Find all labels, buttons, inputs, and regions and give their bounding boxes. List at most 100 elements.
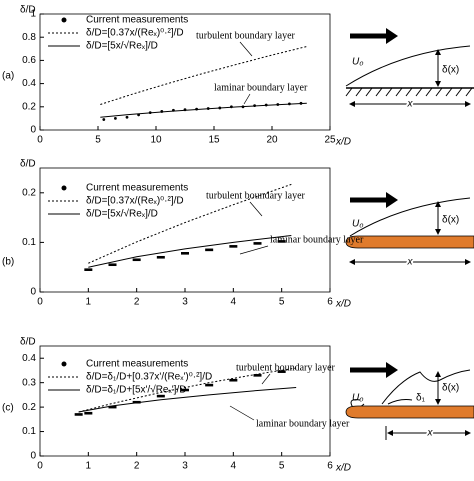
u-label: U₀	[352, 393, 363, 404]
legend-label: Current measurements	[86, 359, 188, 370]
delta1-line	[387, 399, 413, 405]
x-tick-label: 6	[327, 297, 333, 308]
boundary-curve	[381, 369, 471, 405]
legend-label: Current measurements	[86, 183, 188, 194]
y-tick-label: 0	[30, 125, 36, 136]
x-tick-label: 3	[182, 461, 188, 472]
annotation-leader	[239, 245, 269, 255]
measurement-point	[253, 374, 262, 377]
measurement-point	[132, 400, 141, 404]
x-tick-label: 4	[231, 461, 237, 472]
annotation-leader	[261, 373, 271, 385]
x-tick-label: 0	[37, 135, 43, 146]
y-tick-label: 1	[30, 9, 36, 20]
x-tick-label: 15	[208, 135, 220, 146]
annotation: laminar boundary layer	[256, 418, 350, 429]
annotation: turbulent boundary layer	[206, 190, 306, 201]
annotation-leader	[249, 201, 263, 217]
legend-label: δ/D=[0.37x/(Reₓ)⁰·²]/D	[86, 196, 184, 207]
x-tick-label: 25	[324, 135, 336, 146]
annotation-leader	[243, 93, 251, 105]
annotation: turbulent boundary layer	[196, 30, 296, 41]
legend-label: δ/D=[5x/√Reₓ]/D	[86, 208, 158, 220]
delta1-label: δ₁	[416, 393, 426, 404]
model-line	[78, 367, 297, 413]
annotation: turbulent boundary layer	[236, 362, 336, 373]
y-tick-label: 0.2	[22, 187, 36, 198]
measurement-point	[229, 378, 238, 382]
x-tick-label: 6	[327, 461, 333, 472]
x-tick-label: 3	[182, 297, 188, 308]
measurement-point	[156, 255, 165, 259]
measurement-point	[125, 115, 129, 119]
delta-label: δ(x)	[442, 65, 459, 76]
model-line	[78, 387, 297, 413]
y-tick-label: 0	[30, 287, 36, 298]
x-axis-label: x/D	[335, 137, 351, 148]
plate	[345, 235, 474, 249]
x-label: x	[407, 99, 414, 110]
x-tick-label: 1	[86, 297, 92, 308]
model-line	[100, 45, 307, 105]
plot-frame	[39, 13, 331, 131]
y-tick-label: 0.8	[22, 32, 36, 43]
diagram-a: U₀ δ(x) x	[345, 28, 474, 112]
measurement-point	[108, 263, 117, 267]
measurement-point	[277, 240, 286, 243]
x-tick-label: 1	[86, 461, 92, 472]
measurement-point	[108, 405, 117, 409]
x-tick-label: 2	[134, 461, 140, 472]
measurement-point	[74, 413, 83, 416]
annotation: laminar boundary layer	[214, 82, 308, 93]
u-label: U₀	[352, 219, 363, 230]
x-label: x	[427, 428, 434, 439]
legend-marker	[61, 361, 67, 367]
x-tick-label: 0	[37, 461, 43, 472]
y-tick-label: 0.3	[22, 377, 36, 388]
x-tick-label: 5	[279, 461, 285, 472]
measurement-point	[84, 411, 93, 415]
y-tick-label: 0	[30, 451, 36, 462]
measurement-point	[114, 117, 117, 120]
y-tick-label: 0.6	[22, 55, 36, 66]
x-axis-label: x/D	[335, 299, 351, 310]
flow-arrow-head	[386, 28, 398, 44]
delta-label: δ(x)	[442, 383, 459, 394]
measurement-point	[156, 394, 165, 398]
x-tick-label: 20	[266, 135, 278, 146]
measurement-point	[253, 242, 262, 245]
measurement-point	[229, 245, 238, 248]
x-tick-label: 4	[231, 297, 237, 308]
measurement-point	[132, 258, 141, 262]
legend-marker	[61, 17, 67, 23]
annotation-leader	[239, 41, 253, 57]
delta-label: δ(x)	[442, 215, 459, 226]
measurement-point	[84, 268, 93, 271]
measurement-point	[277, 370, 286, 373]
x-tick-label: 0	[37, 297, 43, 308]
boundary-curve	[349, 197, 471, 237]
annotation-leader	[229, 405, 255, 421]
x-tick-label: 5	[279, 297, 285, 308]
panel-label: (b)	[2, 257, 14, 268]
diagram-c: U₀ δ(x) δ₁ x	[345, 362, 474, 441]
legend-marker	[61, 185, 67, 191]
measurement-point	[181, 252, 189, 255]
model-line	[88, 234, 292, 268]
legend-label: δ/D=[0.37x/(Reₓ)⁰·²]/D	[86, 28, 184, 39]
y-tick-label: 0.1	[22, 426, 36, 437]
y-tick-label: 0.2	[22, 402, 36, 413]
measurement-point	[181, 388, 189, 392]
measurement-point	[205, 248, 214, 252]
u-label: U₀	[352, 57, 363, 68]
boundary-curve	[345, 45, 471, 87]
x-label: x	[407, 257, 414, 268]
model-line	[88, 183, 292, 264]
x-axis-label: x/D	[335, 463, 351, 474]
x-tick-label: 2	[134, 297, 140, 308]
y-axis-label: δ/D	[20, 337, 36, 348]
y-tick-label: 0.2	[22, 101, 36, 112]
flow-arrow-head	[386, 362, 398, 378]
measurement-point	[205, 383, 214, 387]
flow-arrow-head	[386, 192, 398, 208]
